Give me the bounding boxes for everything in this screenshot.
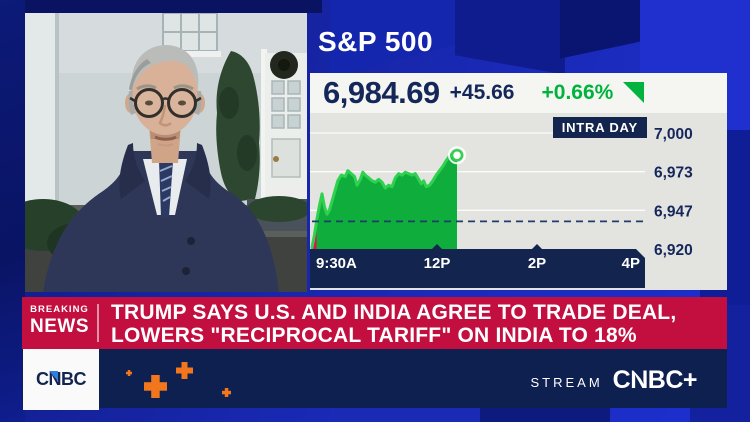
plus-icon <box>126 370 132 376</box>
bg-strip-left <box>0 0 25 422</box>
svg-text:6,947: 6,947 <box>654 203 693 220</box>
bg-cube <box>455 0 565 75</box>
svg-text:9:30A: 9:30A <box>316 255 357 272</box>
svg-text:6,920: 6,920 <box>654 242 693 259</box>
intraday-badge: INTRA DAY <box>552 117 647 138</box>
plus-icon <box>176 362 193 379</box>
peacock-notch-icon <box>49 371 58 381</box>
svg-text:12P: 12P <box>424 255 451 272</box>
kicker-bottom: NEWS <box>30 315 89 337</box>
quote-bar: 6,984.69 +45.66 +0.66% <box>310 73 727 113</box>
index-change-percent: +0.66% <box>541 81 614 104</box>
headline-line-2: LOWERS "RECIPROCAL TARIFF" ON INDIA TO 1… <box>111 324 637 347</box>
bg-strip-top <box>0 0 322 13</box>
intraday-chart: INTRA DAY 9:30A 12P 2P 4P 7,000 6,973 6,947 6,9… <box>310 113 727 290</box>
kicker-divider <box>97 304 99 342</box>
cnbc-plus-logo: CNBC+ <box>612 366 698 394</box>
plus-icon <box>144 375 167 398</box>
reporter-video-feed <box>25 13 307 292</box>
index-title: S&P 500 <box>318 26 434 57</box>
breaking-news-kicker: BREAKING NEWS <box>22 297 97 349</box>
reporter <box>43 45 279 292</box>
breaking-news-banner: BREAKING NEWS TRUMP SAYS U.S. AND INDIA … <box>22 297 727 349</box>
kicker-top: BREAKING <box>30 304 89 315</box>
headline-line-1: TRUMP SAYS U.S. AND INDIA AGREE TO TRADE… <box>111 301 677 324</box>
index-price: 6,984.69 <box>323 75 440 110</box>
bg-cube <box>330 408 480 422</box>
index-change: +45.66 <box>449 81 515 104</box>
cnbc-logo: CNBC <box>23 349 99 410</box>
cnbc-wordmark: CNBC <box>36 369 87 389</box>
bottom-bar: STREAM CNBC+ <box>22 349 727 408</box>
bg-cube <box>480 408 610 422</box>
peacock-notch-icon <box>630 368 641 379</box>
stream-promo: STREAM CNBC+ <box>531 366 698 395</box>
green-corner-triangle-icon <box>623 81 645 103</box>
plus-icon <box>222 388 231 397</box>
svg-text:6,973: 6,973 <box>654 165 693 182</box>
svg-text:7,000: 7,000 <box>654 126 693 143</box>
headline: TRUMP SAYS U.S. AND INDIA AGREE TO TRADE… <box>99 297 676 349</box>
chart-canvas: 9:30A 12P 2P 4P 7,000 6,973 6,947 6,920 <box>310 126 693 288</box>
svg-text:4P: 4P <box>622 255 640 272</box>
stream-label: STREAM <box>530 375 603 390</box>
white-house-scene <box>25 13 307 292</box>
svg-text:2P: 2P <box>528 255 546 272</box>
